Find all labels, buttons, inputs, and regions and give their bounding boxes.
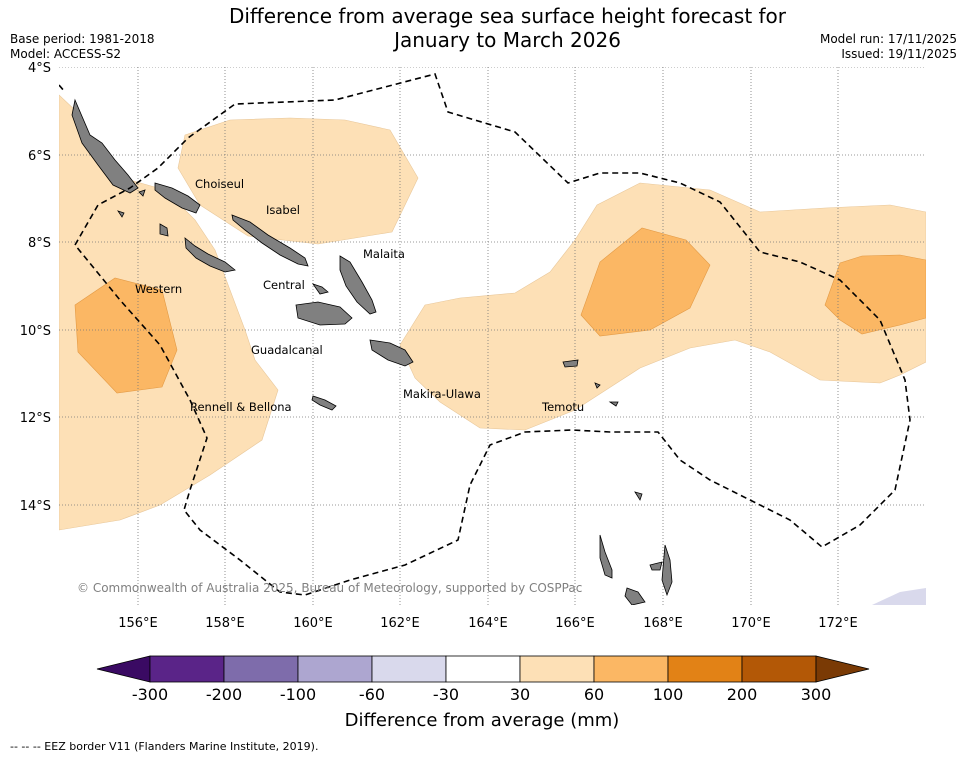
lat-label: 10°S — [20, 324, 51, 339]
anomaly-negative-corner — [872, 588, 926, 605]
label-isabel: Isabel — [266, 203, 300, 217]
colorbar-segment — [149, 655, 225, 683]
anomaly-west-mid — [74, 277, 178, 394]
island-guadalcanal — [295, 301, 353, 326]
label-rennell: Rennell & Bellona — [190, 400, 292, 414]
title-line-2: January to March 2026 — [394, 28, 621, 52]
label-choiseul: Choiseul — [195, 177, 244, 191]
island-bougainville — [71, 98, 139, 194]
gridlines — [59, 67, 926, 605]
colorbar-tick-label: 60 — [584, 685, 604, 704]
colorbar-tick-label: 100 — [653, 685, 684, 704]
label-guadalcanal: Guadalcanal — [251, 343, 323, 357]
colorbar-tick-label: -100 — [280, 685, 316, 704]
region-labels: Choiseul Isabel Malaita Western Central … — [135, 177, 584, 414]
island-choiseul — [154, 182, 201, 214]
label-temotu: Temotu — [541, 400, 584, 414]
label-makira: Makira-Ulawa — [403, 387, 481, 401]
lat-label: 4°S — [28, 61, 51, 76]
issued-date: Issued: 19/11/2025 — [841, 47, 957, 61]
island-malaita — [339, 255, 377, 315]
model-run: Model run: 17/11/2025 — [819, 32, 957, 46]
copyright-text: © Commonwealth of Australia 2025, Bureau… — [77, 581, 582, 595]
lat-label: 8°S — [28, 236, 51, 251]
meta-right: Model run: 17/11/2025 Issued: 19/11/2025 — [820, 32, 957, 62]
colorbar-tick-label: -200 — [206, 685, 242, 704]
island-vanuatu-north — [599, 534, 613, 579]
colorbar-tick-label: 300 — [801, 685, 832, 704]
lon-label: 156°E — [118, 616, 158, 631]
landmass — [71, 98, 673, 605]
island-makira — [369, 339, 414, 367]
anomaly-east-mid — [580, 227, 711, 337]
lon-label: 164°E — [468, 616, 508, 631]
eez-border-north-stub — [59, 84, 66, 93]
colorbar-segment — [445, 655, 521, 683]
colorbar-tick-label: 30 — [510, 685, 530, 704]
colorbar-extend-low — [96, 655, 151, 683]
island-small-1 — [594, 382, 601, 389]
eez-border — [74, 73, 911, 596]
island-vanuatu-2 — [649, 561, 663, 571]
model-name: Model: ACCESS-S2 — [10, 47, 122, 61]
colorbar-tick-label: -60 — [359, 685, 385, 704]
meta-left: Base period: 1981-2018 Model: ACCESS-S2 — [10, 32, 155, 62]
lat-labels: 4°S 6°S 8°S 10°S 12°S 14°S — [20, 61, 51, 514]
title-line-1: Difference from average sea surface heig… — [228, 4, 787, 28]
colorbar-segment — [371, 655, 447, 683]
anomaly-far-east-mid — [824, 254, 926, 335]
lon-label: 160°E — [293, 616, 333, 631]
eez-footnote: -- -- -- EEZ border V11 (Flanders Marine… — [10, 740, 319, 753]
lat-label: 12°S — [20, 411, 51, 426]
label-central: Central — [263, 278, 305, 292]
anomaly-north-light — [177, 117, 419, 245]
colorbar-segment — [593, 655, 669, 683]
colorbar-segment — [667, 655, 743, 683]
lat-label: 14°S — [20, 499, 51, 514]
colorbar-segment — [223, 655, 299, 683]
lon-label: 168°E — [643, 616, 683, 631]
colorbar-ticks: -300 -200 -100 -60 -30 30 60 100 200 300 — [132, 685, 831, 704]
base-period: Base period: 1981-2018 — [10, 32, 155, 46]
colorbar-segment — [519, 655, 595, 683]
island-shortland — [117, 210, 125, 218]
chart-title: Difference from average sea surface heig… — [200, 4, 815, 52]
island-new-georgia — [184, 237, 236, 273]
colorbar-tick-label: -300 — [132, 685, 168, 704]
label-western: Western — [135, 282, 182, 296]
island-isabel — [231, 214, 309, 267]
lon-label: 166°E — [555, 616, 595, 631]
map-area — [59, 67, 926, 605]
island-small-3 — [138, 189, 146, 197]
lon-label: 172°E — [818, 616, 858, 631]
island-espiritu — [624, 587, 646, 605]
colorbar-label: Difference from average (mm) — [345, 710, 620, 731]
colorbar-tick-label: 200 — [727, 685, 758, 704]
island-vanuatu-3 — [661, 544, 673, 597]
colorbar-segments — [149, 655, 817, 683]
colorbar-extend-high — [815, 655, 870, 683]
island-vella — [159, 223, 169, 237]
label-malaita: Malaita — [363, 247, 405, 261]
lon-label: 162°E — [380, 616, 420, 631]
island-santa-cruz — [562, 359, 579, 368]
lon-label: 158°E — [205, 616, 245, 631]
lon-label: 170°E — [731, 616, 771, 631]
lon-labels: 156°E 158°E 160°E 162°E 164°E 166°E 168°… — [118, 616, 858, 631]
colorbar-segment — [741, 655, 817, 683]
lat-label: 6°S — [28, 149, 51, 164]
island-rennell — [311, 395, 337, 411]
island-small-2 — [608, 401, 619, 407]
colorbar: -300 -200 -100 -60 -30 30 60 100 200 300 Differen… — [96, 655, 870, 731]
island-nggela — [311, 283, 329, 295]
colorbar-tick-label: -30 — [433, 685, 459, 704]
colorbar-segment — [297, 655, 373, 683]
island-banks — [634, 491, 643, 501]
